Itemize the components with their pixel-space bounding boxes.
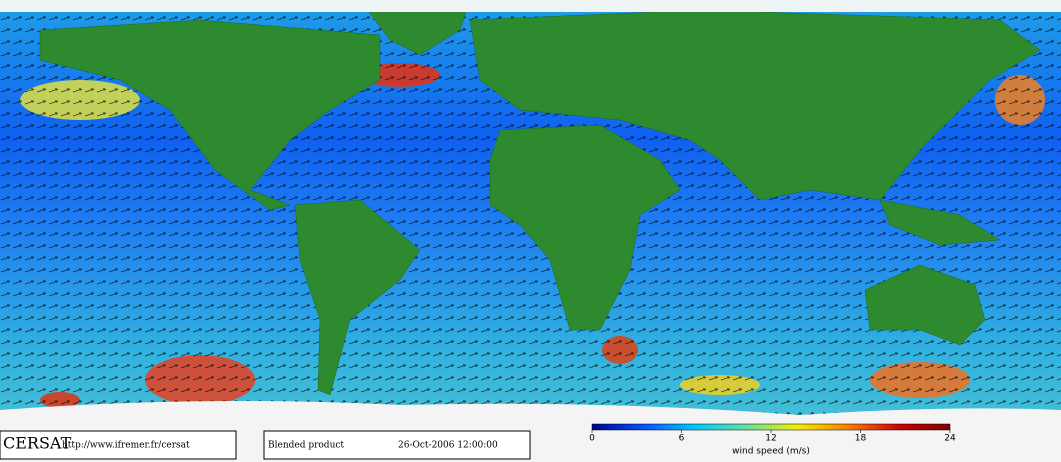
colorbar-label: wind speed (m/s) <box>732 447 810 457</box>
arctic-ice <box>0 0 1061 12</box>
land <box>39 0 1041 396</box>
product-box <box>263 430 531 460</box>
url: http://www.ifremer.fr/cersat <box>62 441 190 451</box>
footer: CERSAT http://www.ifremer.fr/cersat Blen… <box>0 430 531 460</box>
date: 26-Oct-2006 12:00:00 <box>398 441 498 451</box>
colorbar: wind speed (m/s) 0 6 12 18 24 <box>589 423 956 457</box>
colorbar-tick-label: 0 <box>589 434 595 444</box>
logo: CERSAT <box>3 434 72 453</box>
colorbar-tick-label: 18 <box>855 434 867 444</box>
colorbar-tick-label: 24 <box>944 434 956 444</box>
colorbar-ramp <box>591 423 951 431</box>
colorbar-tick-label: 6 <box>679 434 685 444</box>
url-box <box>0 430 237 460</box>
colorbar-tick-label: 12 <box>765 434 776 444</box>
product: Blended product <box>268 441 344 451</box>
